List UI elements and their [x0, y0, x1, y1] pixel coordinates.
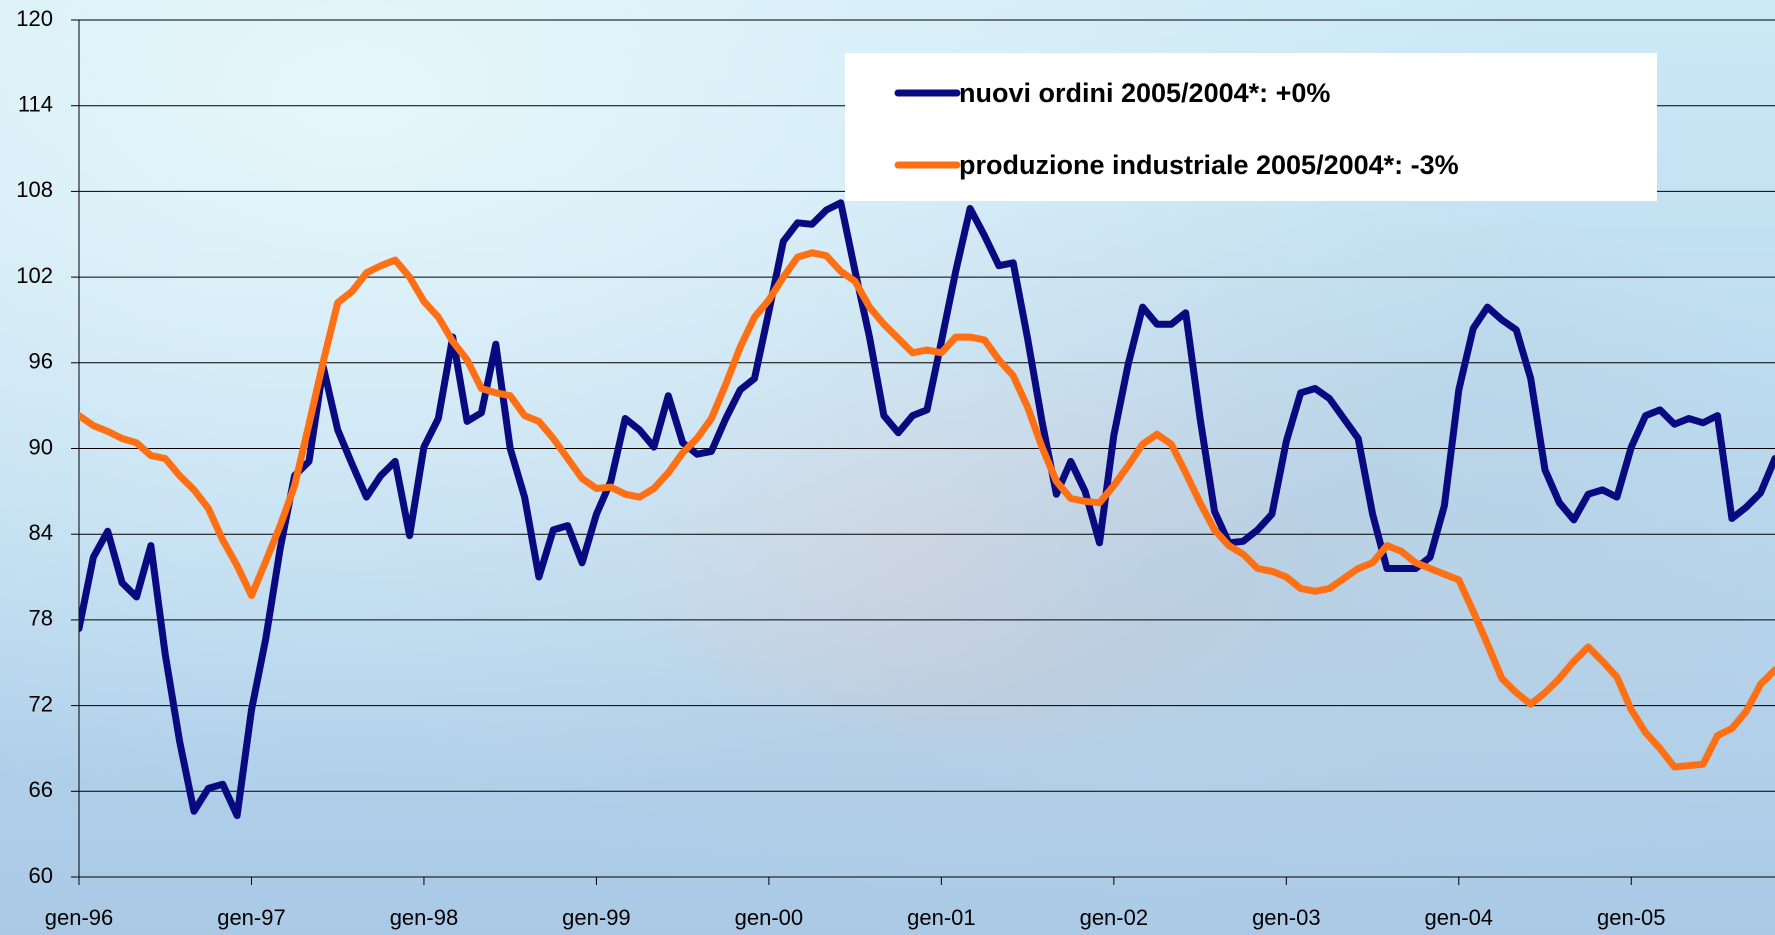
series-line [79, 253, 1775, 767]
x-tick-label: gen-96 [45, 905, 114, 930]
legend-label: nuovi ordini 2005/2004*: +0% [959, 78, 1330, 108]
legend-label: produzione industriale 2005/2004*: -3% [959, 150, 1459, 180]
y-tick-label: 114 [18, 92, 53, 117]
y-tick-label: 66 [29, 777, 53, 802]
y-tick-label: 108 [16, 177, 53, 202]
x-tick-label: gen-03 [1252, 905, 1321, 930]
x-tick-label: gen-04 [1425, 905, 1494, 930]
y-tick-label: 102 [16, 263, 53, 288]
y-tick-label: 96 [29, 349, 53, 374]
x-tick-label: gen-97 [217, 905, 286, 930]
x-tick-label: gen-02 [1080, 905, 1149, 930]
y-tick-label: 60 [29, 863, 53, 888]
x-tick-label: gen-01 [907, 905, 976, 930]
y-tick-label: 90 [29, 434, 53, 459]
y-tick-label: 78 [29, 606, 53, 631]
y-tick-label: 72 [29, 691, 53, 716]
x-tick-label: gen-99 [562, 905, 631, 930]
x-tick-label: gen-05 [1597, 905, 1666, 930]
x-tick-label: gen-00 [735, 905, 804, 930]
plot [79, 203, 1775, 816]
x-tick-label: gen-98 [390, 905, 459, 930]
chart: 60 66 72 78 84 90 96 102 108 114 120 gen-96 gen-97 ge… [0, 0, 1775, 935]
series-line [79, 203, 1775, 816]
page: 60 66 72 78 84 90 96 102 108 114 120 gen-96 gen-97 ge… [0, 0, 1775, 935]
y-tick-label: 120 [16, 6, 53, 31]
y-tick-label: 84 [29, 520, 53, 545]
